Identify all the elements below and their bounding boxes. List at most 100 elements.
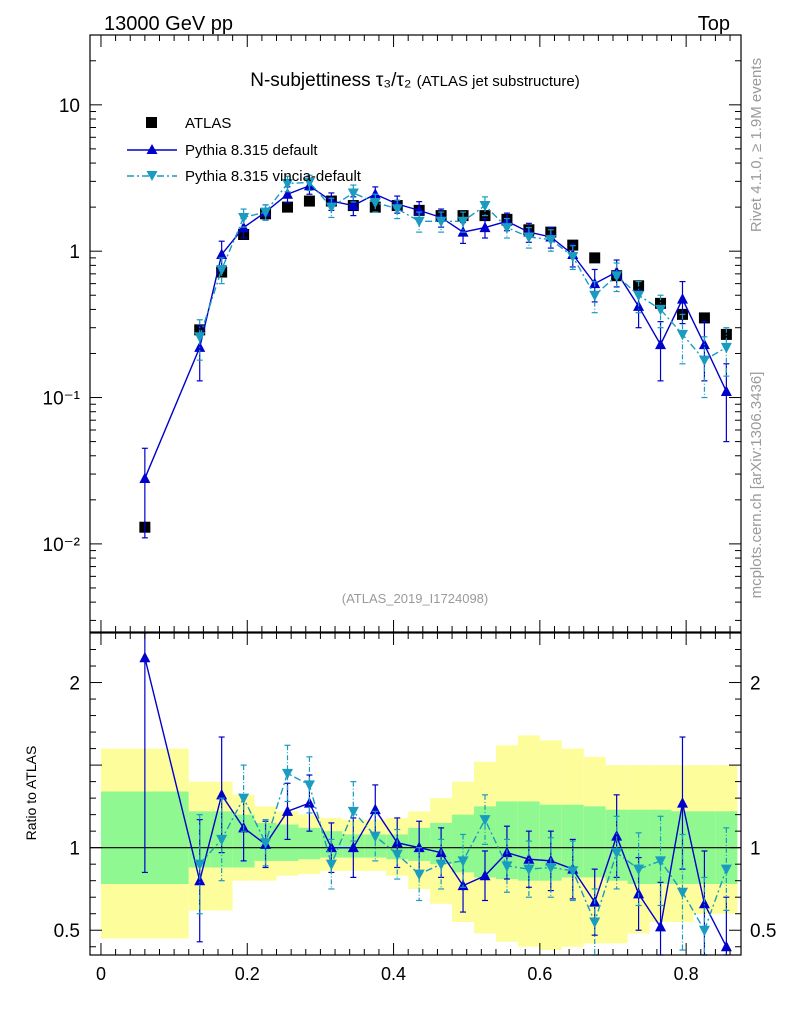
vincia-ratio-point [698, 925, 710, 937]
vincia-point [523, 232, 535, 243]
vincia-ratio-point [720, 864, 732, 876]
vincia-point [457, 216, 469, 228]
ratio-frame [89, 632, 742, 956]
vincia-ratio-point [633, 864, 645, 876]
x-tick-label: 0 [96, 964, 106, 984]
ratio-bands [90, 735, 741, 951]
atlas-data-point [720, 328, 732, 340]
default-point [720, 385, 732, 396]
ratio-y-tick-label-right: 0.5 [750, 921, 776, 942]
default-ratio-point [139, 651, 151, 663]
default-point [457, 226, 469, 237]
vincia-ratio-point [523, 864, 535, 876]
vincia-point [676, 329, 688, 341]
vincia-ratio-point [567, 866, 579, 877]
vincia-point [567, 251, 579, 263]
main-panel [139, 174, 732, 539]
legend-label-vincia: Pythia 8.315 vincia-default [185, 168, 362, 185]
legend-label-atlas: ATLAS [185, 115, 231, 132]
default-ratio-point [611, 830, 623, 841]
vincia-point [260, 207, 272, 219]
default-point [655, 338, 667, 350]
process-label: Top [698, 13, 730, 35]
vincia-ratio-point [238, 793, 250, 805]
vincia-ratio-point [479, 815, 491, 826]
vincia-ratio-point [589, 917, 601, 928]
vincia-line [199, 181, 727, 362]
atlas-data-point [698, 312, 710, 324]
ratio-y-tick-label-right: 1 [750, 839, 761, 860]
default-point [194, 341, 206, 352]
rivet-version-label: Rivet 4.1.0, ≥ 1.9M events [748, 58, 765, 232]
vincia-ratio-point [281, 768, 293, 780]
vincia-point [698, 355, 710, 367]
default-point [281, 188, 293, 199]
atlas-data-point [281, 201, 293, 213]
vincia-point [611, 271, 623, 282]
ratio-y-tick-label: 2 [69, 674, 80, 695]
vincia-point [303, 177, 315, 189]
ratio-panel [139, 632, 732, 956]
default-ratio-point [413, 841, 425, 853]
vincia-ratio-point [303, 780, 315, 791]
vincia-point [325, 202, 337, 214]
y-tick-label: 10⁻² [43, 535, 81, 556]
default-ratio-point [655, 920, 667, 932]
default-ratio-point [676, 797, 688, 808]
y-tick-label: 1 [69, 242, 80, 263]
atlas-data-point [655, 297, 667, 309]
vincia-point [589, 290, 601, 302]
axes: 0 0.2 0.4 0.6 0.8 10 1 10⁻¹ 10⁻² 0.5 0.5 1 1 2 2 [43, 34, 776, 984]
vincia-point [501, 223, 513, 234]
stat-uncertainty-band [452, 814, 475, 873]
legend-marker-default [146, 144, 158, 154]
chart-title-suffix: (ATLAS jet substructure) [417, 73, 580, 90]
default-ratio-point [281, 805, 293, 816]
vincia-ratio-point [501, 861, 513, 872]
vincia-point [216, 264, 228, 276]
vincia-point [391, 204, 403, 215]
vincia-ratio-point [545, 862, 557, 874]
vincia-ratio-point [457, 856, 469, 867]
vincia-point [369, 198, 381, 209]
default-ratio-point [698, 897, 710, 909]
legend-marker-vincia [146, 171, 158, 181]
vincia-ratio-point [413, 869, 425, 881]
chart-title-main: N-subjettiness τ₃/τ₂ [250, 70, 411, 91]
legend: ATLAS Pythia 8.315 default Pythia 8.315 … [127, 115, 362, 185]
default-ratio-point [720, 940, 732, 952]
vincia-point [435, 216, 447, 228]
default-ratio-point [194, 874, 206, 886]
vincia-point [238, 212, 250, 224]
vincia-point [347, 188, 359, 199]
vincia-ratio-point [216, 834, 228, 846]
default-point [369, 188, 381, 199]
default-point [139, 472, 151, 483]
vincia-point [720, 342, 732, 354]
vincia-ratio-point [194, 859, 206, 871]
ratio-y-tick-label-right: 2 [750, 674, 761, 695]
vincia-ratio-point [369, 831, 381, 843]
vincia-ratio-point [611, 848, 623, 859]
stat-uncertainty-band [583, 806, 606, 878]
default-ratio-point [303, 797, 315, 808]
mcplots-label: mcplots.cern.ch [arXiv:1306.3436] [748, 372, 765, 599]
x-tick-label: 0.8 [674, 964, 699, 984]
vincia-ratio-point [260, 838, 272, 849]
stat-uncertainty-band [276, 824, 299, 861]
ratio-y-tick-label: 0.5 [54, 921, 80, 942]
vincia-ratio-point [435, 859, 447, 871]
vincia-ratio-point [347, 806, 359, 818]
y-tick-label: 10 [59, 96, 80, 117]
vincia-point [633, 290, 645, 302]
ratio-y-tick-label: 1 [69, 839, 80, 860]
default-point [676, 293, 688, 304]
vincia-point [655, 304, 667, 316]
atlas-data-point [589, 252, 601, 264]
main-frame [89, 34, 742, 633]
ratio-ylabel: Ratio to ATLAS [23, 746, 39, 841]
default-ratio-point [216, 788, 228, 800]
default-ratio-point [347, 841, 359, 853]
vincia-point [413, 216, 425, 228]
